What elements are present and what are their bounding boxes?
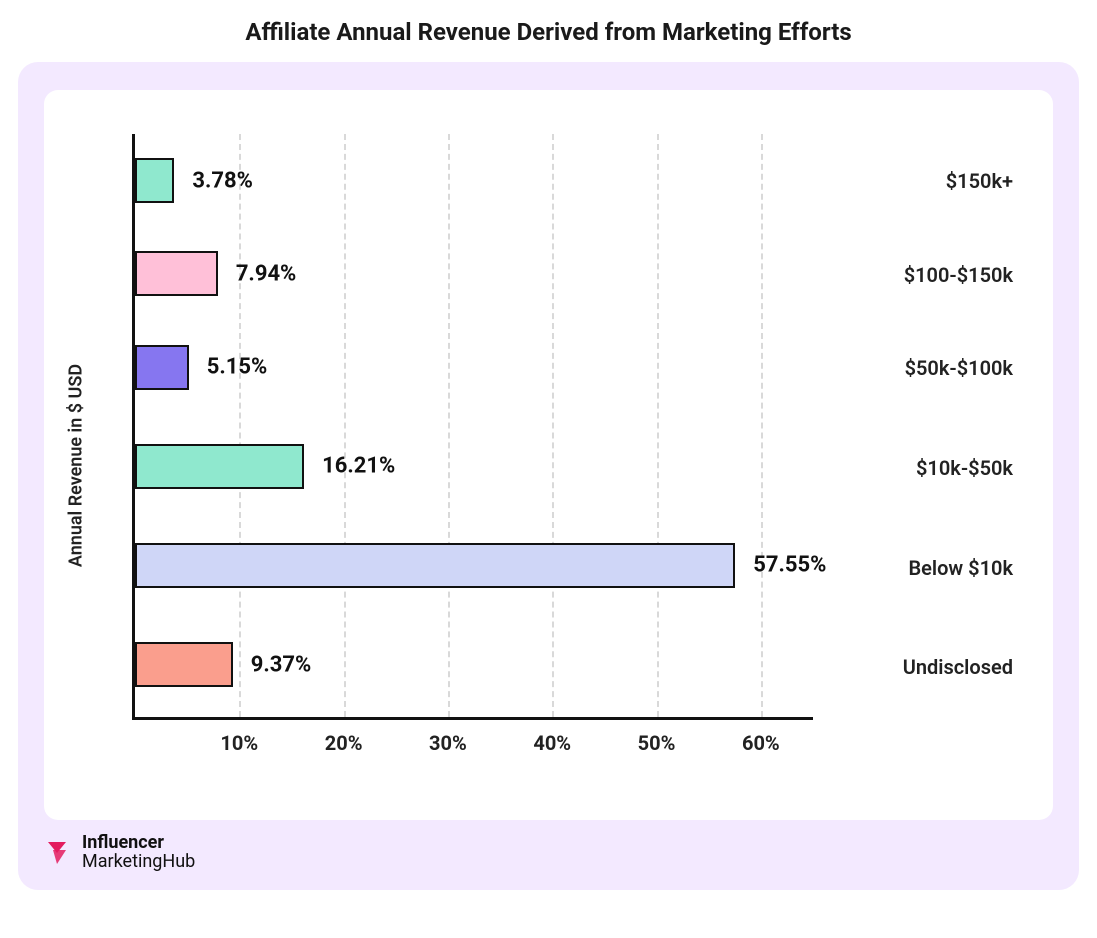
inner-card: Annual Revenue in $ USD 10% 20% 30% 40% 50% 6… [44,90,1053,820]
category-label: Undisclosed [903,655,1013,679]
x-tick-label: 40% [533,717,571,755]
category-label: $150k+ [946,169,1013,193]
category-label: $50k-$100k [905,356,1013,380]
bar-value-label: 7.94% [218,261,297,286]
gridline [239,134,241,717]
gridline [448,134,450,717]
bar [135,642,233,687]
footer-logo: Influencer MarketingHub [44,834,195,872]
bar [135,158,174,203]
category-label: Below $10k [908,556,1013,580]
bar [135,444,304,489]
x-tick-label: 20% [325,717,363,755]
category-label: $100-$150k [904,263,1013,287]
bar-value-label: 57.55% [735,553,826,578]
bar [135,543,735,588]
bar [135,251,218,296]
gridline [552,134,554,717]
gridline [761,134,763,717]
x-tick-label: 10% [220,717,258,755]
bar-value-label: 16.21% [304,454,395,479]
chart-title: Affiliate Annual Revenue Derived from Ma… [0,0,1097,62]
bar-row: 7.94% [135,251,218,296]
chart: Annual Revenue in $ USD 10%20%30%40%50%6… [84,134,1013,776]
bar-row: 9.37% [135,642,233,687]
y-axis-label: Annual Revenue in $ USD [66,364,87,567]
brand-rest: MarketingHub [82,851,195,872]
bar-value-label: 3.78% [174,168,253,193]
brand-text: Influencer MarketingHub [82,834,195,872]
gridline [344,134,346,717]
bar-value-label: 5.15% [189,355,268,380]
bar-value-label: 9.37% [233,652,312,677]
category-label: $10k-$50k [916,456,1013,480]
bar-row: 16.21% [135,444,304,489]
x-tick-label: 30% [429,717,467,755]
x-tick-label: 60% [742,717,780,755]
bar-row: 3.78% [135,158,174,203]
bar-row: 57.55% [135,543,735,588]
plot-area: 10%20%30%40%50%60%3.78%7.94%5.15%16.21%5… [132,134,813,720]
bar-row: 5.15% [135,345,189,390]
brand-bold: Influencer [82,832,164,853]
outer-card: Annual Revenue in $ USD 10% 20% 30% 40% 50% 6… [18,62,1079,890]
x-tick-label: 50% [638,717,676,755]
bar [135,345,189,390]
gridline [657,134,659,717]
brand-icon [44,838,74,868]
